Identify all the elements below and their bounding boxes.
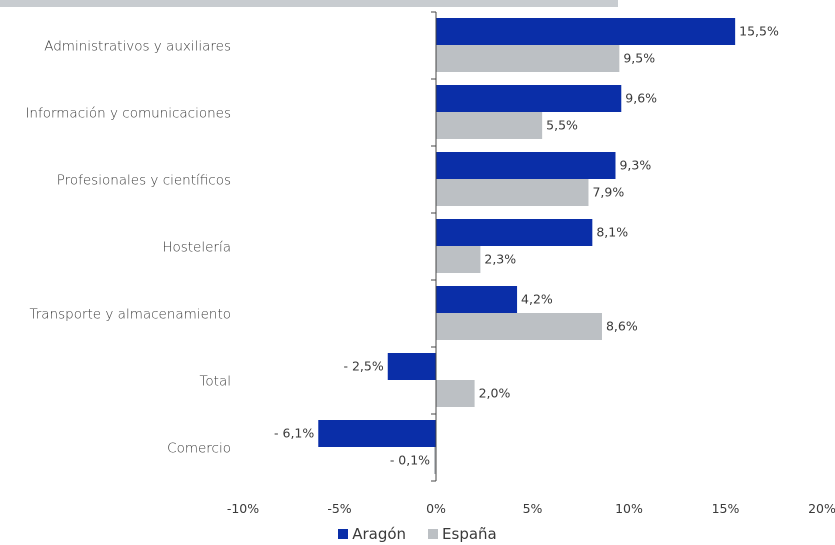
legend-swatch-espana xyxy=(428,529,439,539)
bar-espana-3 xyxy=(436,246,481,273)
legend-item-espana: España xyxy=(428,525,497,543)
bar-aragon-1 xyxy=(436,85,622,112)
data-label-espana-6: - 0,1% xyxy=(390,453,430,468)
legend-swatch-aragon xyxy=(338,529,349,539)
bar-aragon-3 xyxy=(436,219,593,246)
bar-aragon-0 xyxy=(436,18,736,45)
data-label-espana-3: 2,3% xyxy=(484,252,516,267)
bar-espana-2 xyxy=(436,179,589,206)
labels-group: 15,5% 9,6% 9,3% 8,1% 4,2% - 2,5% - 6,1% 9,5% 5,5… xyxy=(25,24,835,517)
top-decorative-bar xyxy=(0,0,618,7)
bar-espana-1 xyxy=(436,112,543,139)
bars-group xyxy=(318,18,736,474)
x-tick-label-0: -10% xyxy=(227,501,259,516)
data-label-espana-4: 8,6% xyxy=(606,319,638,334)
bar-aragon-5 xyxy=(387,353,436,380)
data-label-aragon-2: 9,3% xyxy=(619,158,651,173)
bar-espana-0 xyxy=(436,45,620,72)
category-label-5: Total xyxy=(199,374,231,390)
category-label-0: Administrativos y auxiliares xyxy=(44,39,231,55)
data-label-espana-5: 2,0% xyxy=(479,386,511,401)
category-label-2: Profesionales y científicos xyxy=(57,173,231,189)
x-tick-label-3: 5% xyxy=(523,501,543,516)
x-tick-label-6: 20% xyxy=(808,501,835,516)
bar-espana-5 xyxy=(436,380,475,407)
data-label-aragon-0: 15,5% xyxy=(739,24,779,39)
data-label-aragon-1: 9,6% xyxy=(625,91,657,106)
legend: Aragón España xyxy=(0,524,835,544)
x-tick-label-2: 0% xyxy=(426,501,446,516)
bar-aragon-4 xyxy=(436,286,518,313)
data-label-espana-0: 9,5% xyxy=(623,51,655,66)
legend-label-espana: España xyxy=(442,525,497,543)
data-label-aragon-5: - 2,5% xyxy=(344,359,384,374)
data-label-espana-1: 5,5% xyxy=(546,118,578,133)
x-tick-label-4: 10% xyxy=(615,501,643,516)
category-label-4: Transporte y almacenamiento xyxy=(29,307,231,323)
legend-item-aragon: Aragón xyxy=(338,525,406,543)
category-label-1: Información y comunicaciones xyxy=(25,106,231,122)
data-label-espana-2: 7,9% xyxy=(592,185,624,200)
category-label-6: Comercio xyxy=(167,441,231,457)
bar-aragon-6 xyxy=(318,420,436,447)
data-label-aragon-3: 8,1% xyxy=(596,225,628,240)
bar-espana-4 xyxy=(436,313,602,340)
x-tick-label-5: 15% xyxy=(712,501,740,516)
legend-label-aragon: Aragón xyxy=(352,525,407,543)
category-label-3: Hostelería xyxy=(162,240,231,256)
bar-aragon-2 xyxy=(436,152,616,179)
data-label-aragon-6: - 6,1% xyxy=(274,426,314,441)
axes-group xyxy=(431,11,437,482)
data-label-aragon-4: 4,2% xyxy=(521,292,553,307)
x-tick-label-1: -5% xyxy=(327,501,351,516)
bar-espana-6 xyxy=(434,447,436,474)
